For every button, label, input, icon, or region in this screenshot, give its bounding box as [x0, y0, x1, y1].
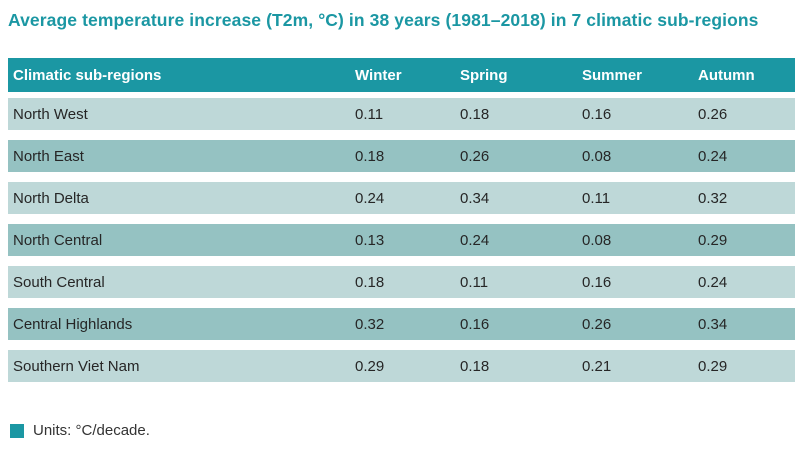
value-cell: 0.26: [698, 105, 728, 123]
value-cell: 0.08: [582, 231, 612, 249]
column-header-winter: Winter: [355, 66, 402, 84]
value-cell: 0.18: [355, 147, 385, 165]
value-cell: 0.21: [582, 357, 612, 375]
value-cell: 0.24: [355, 189, 385, 207]
column-header-region: Climatic sub-regions: [13, 66, 162, 84]
table-row: North Central 0.13 0.24 0.08 0.29: [8, 224, 795, 256]
region-cell: North East: [13, 147, 84, 165]
value-cell: 0.34: [698, 315, 728, 333]
region-cell: South Central: [13, 273, 105, 291]
table-row: North West 0.11 0.18 0.16 0.26: [8, 98, 795, 130]
value-cell: 0.26: [460, 147, 490, 165]
value-cell: 0.32: [355, 315, 385, 333]
region-cell: Southern Viet Nam: [13, 357, 140, 375]
value-cell: 0.34: [460, 189, 490, 207]
region-cell: North Central: [13, 231, 103, 249]
page: Average temperature increase (T2m, °C) i…: [0, 9, 807, 474]
value-cell: 0.32: [698, 189, 728, 207]
table-row: North East 0.18 0.26 0.08 0.24: [8, 140, 795, 172]
value-cell: 0.18: [460, 105, 490, 123]
value-cell: 0.11: [582, 189, 611, 207]
value-cell: 0.11: [460, 273, 489, 291]
region-cell: Central Highlands: [13, 315, 133, 333]
value-cell: 0.16: [460, 315, 490, 333]
region-cell: North West: [13, 105, 88, 123]
value-cell: 0.29: [355, 357, 385, 375]
value-cell: 0.24: [698, 147, 728, 165]
value-cell: 0.24: [460, 231, 490, 249]
value-cell: 0.16: [582, 105, 612, 123]
table-row: Central Highlands 0.32 0.16 0.26 0.34: [8, 308, 795, 340]
value-cell: 0.29: [698, 231, 728, 249]
legend-square-icon: [10, 423, 24, 438]
column-header-summer: Summer: [582, 66, 643, 84]
column-header-spring: Spring: [460, 66, 508, 84]
table-row: North Delta 0.24 0.34 0.11 0.32: [8, 182, 795, 214]
value-cell: 0.13: [355, 231, 385, 249]
table-row: South Central 0.18 0.11 0.16 0.24: [8, 266, 795, 298]
page-title: Average temperature increase (T2m, °C) i…: [8, 10, 759, 30]
value-cell: 0.26: [582, 315, 612, 333]
value-cell: 0.08: [582, 147, 612, 165]
column-header-autumn: Autumn: [698, 66, 755, 84]
value-cell: 0.24: [698, 273, 728, 291]
value-cell: 0.16: [582, 273, 612, 291]
value-cell: 0.11: [355, 105, 384, 123]
region-cell: North Delta: [13, 189, 89, 207]
units-label: Units: °C/decade.: [33, 422, 150, 439]
units-note: Units: °C/decade.: [10, 422, 807, 439]
temperature-table: Climatic sub-regions Winter Spring Summe…: [8, 58, 795, 382]
value-cell: 0.29: [698, 357, 728, 375]
table-row: Southern Viet Nam 0.29 0.18 0.21 0.29: [8, 350, 795, 382]
value-cell: 0.18: [460, 357, 490, 375]
table-header-row: Climatic sub-regions Winter Spring Summe…: [8, 58, 795, 92]
value-cell: 0.18: [355, 273, 385, 291]
